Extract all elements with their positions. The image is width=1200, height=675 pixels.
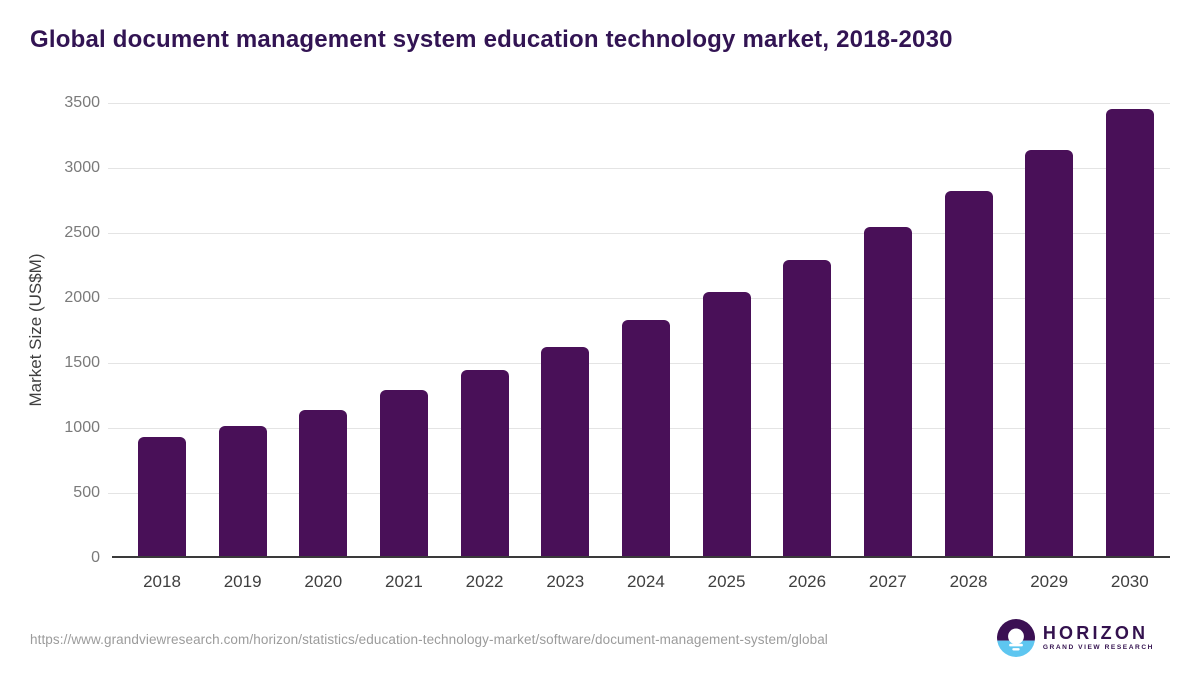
bar-2024 [621, 320, 670, 556]
y-tick-label-1500: 1500 [64, 354, 100, 371]
bar-2022 [460, 370, 509, 556]
bar-2021 [379, 389, 428, 556]
y-tick-label-2500: 2500 [64, 224, 100, 241]
bar-2027 [863, 227, 912, 556]
bar-2019 [218, 426, 267, 556]
bar-2029 [1025, 150, 1074, 556]
plot-area: 0 500 1000 1500 2000 2500 3000 3500 2018 2019 2020… [64, 95, 1170, 591]
bar-2023 [541, 346, 590, 556]
x-tick-label-2028: 2028 [949, 572, 988, 591]
horizon-logo: HORIZON GRAND VIEW RESEARCH [996, 619, 1154, 657]
y-tick-label-0: 0 [91, 549, 100, 566]
gridline-2500 [108, 233, 1170, 234]
x-tick-label-2027: 2027 [868, 572, 907, 591]
bar-2018 [138, 437, 186, 556]
source-url: https://www.grandviewresearch.com/horizo… [30, 632, 828, 647]
x-tick-label-2023: 2023 [546, 572, 585, 591]
bar-2026 [783, 260, 832, 556]
x-tick-label-2026: 2026 [788, 572, 827, 591]
x-tick-label-2021: 2021 [385, 572, 423, 591]
bar-2030 [1105, 108, 1154, 556]
x-tick-label-2020: 2020 [304, 572, 343, 591]
gridline-2000 [108, 298, 1170, 299]
bar-2028 [944, 190, 993, 556]
x-tick-label-2019: 2019 [223, 572, 262, 591]
x-tick-label-2022: 2022 [465, 572, 504, 591]
y-axis-title: Market Size (US$M) [26, 253, 45, 407]
horizon-logo-icon [996, 619, 1035, 657]
gridline-3500 [108, 103, 1170, 104]
x-tick-label-2029: 2029 [1030, 572, 1069, 591]
y-tick-label-3000: 3000 [64, 159, 100, 176]
x-tick-label-2025: 2025 [707, 572, 746, 591]
y-tick-label-500: 500 [73, 484, 100, 501]
logo-tagline: GRAND VIEW RESEARCH [1042, 644, 1154, 651]
x-tick-label-2018: 2018 [143, 572, 181, 591]
chart-title: Global document management system educat… [30, 26, 953, 53]
y-tick-label-2000: 2000 [64, 289, 100, 306]
y-tick-label-3500: 3500 [64, 94, 100, 111]
x-tick-label-2030: 2030 [1110, 572, 1149, 591]
gridline-3000 [108, 168, 1170, 169]
logo-name: HORIZON [1042, 623, 1149, 643]
bar-2025 [702, 292, 751, 556]
horizon-logo-text: HORIZON GRAND VIEW RESEARCH [1043, 624, 1154, 652]
bar-2020 [299, 409, 348, 556]
x-tick-label-2024: 2024 [626, 572, 665, 591]
y-tick-label-1000: 1000 [64, 419, 100, 436]
